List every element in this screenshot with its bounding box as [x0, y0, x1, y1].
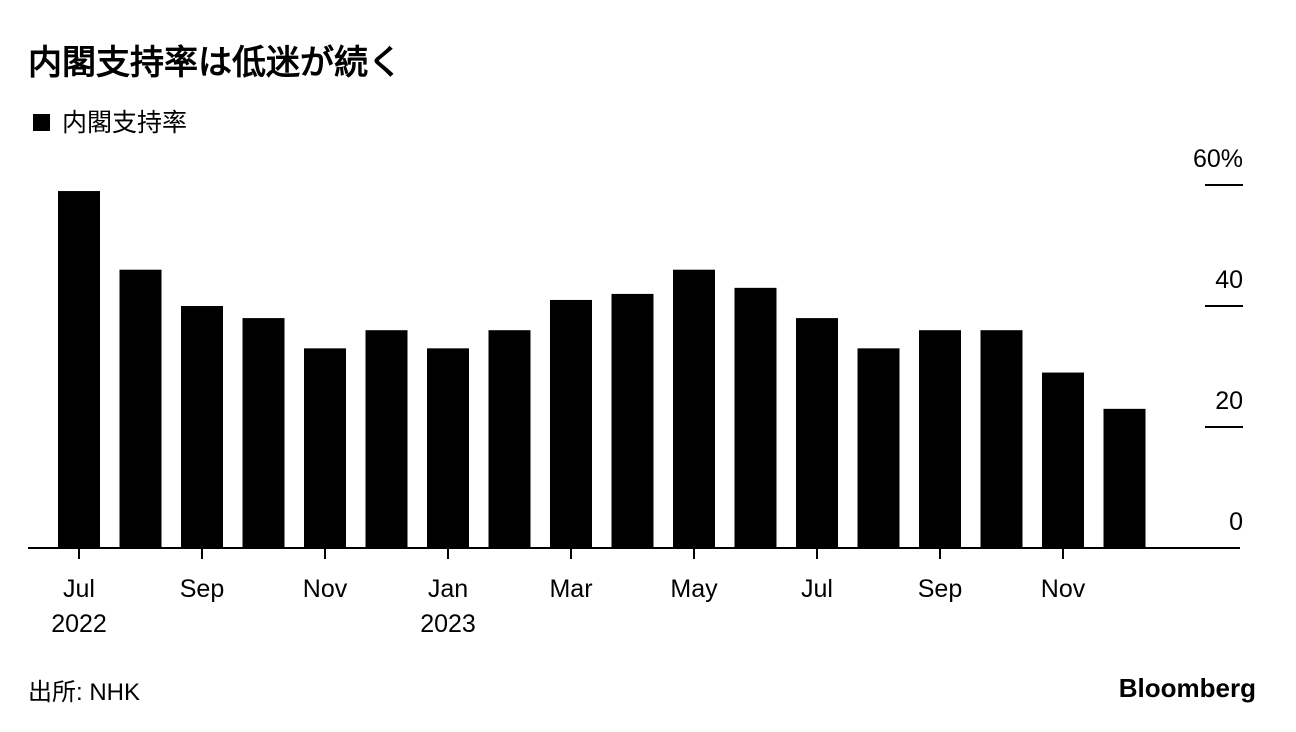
- chart-title: 内閣支持率は低迷が続く: [28, 44, 402, 82]
- bar: [488, 330, 531, 548]
- y-tick-label: 60%: [1193, 145, 1243, 173]
- source: 出所: NHK: [28, 679, 140, 706]
- y-tick-label: 0: [1229, 508, 1243, 536]
- legend-swatch: [33, 114, 50, 131]
- x-tick-label: Jan: [428, 575, 468, 603]
- bar: [919, 330, 961, 548]
- bar: [1103, 408, 1146, 548]
- y-tick-label: 40: [1215, 266, 1243, 294]
- bar: [673, 269, 715, 548]
- bar: [980, 330, 1023, 548]
- bar: [857, 348, 900, 548]
- bar: [304, 348, 346, 548]
- bar: [796, 318, 838, 548]
- bar: [734, 287, 777, 548]
- x-tick-label: Nov: [303, 575, 348, 603]
- x-year-label: 2023: [420, 610, 476, 638]
- x-tick-label: Jul: [63, 575, 95, 603]
- brand: Bloomberg: [1119, 673, 1256, 703]
- bar: [550, 299, 592, 548]
- x-tick-label: May: [670, 575, 718, 603]
- bar: [119, 269, 162, 548]
- bar: [611, 293, 654, 548]
- bar: [1042, 372, 1084, 548]
- x-tick-label: Sep: [180, 575, 224, 603]
- bar: [181, 306, 223, 548]
- legend-label: 内閣支持率: [62, 109, 187, 137]
- x-tick-label: Nov: [1041, 575, 1086, 603]
- y-tick-label: 20: [1215, 387, 1243, 415]
- x-tick-label: Mar: [549, 575, 592, 603]
- x-tick-label: Jul: [801, 575, 833, 603]
- x-year-label: 2022: [51, 610, 107, 638]
- bar: [242, 318, 285, 548]
- bar: [365, 330, 408, 548]
- bar: [58, 191, 100, 549]
- x-tick-label: Sep: [918, 575, 962, 603]
- bar: [427, 348, 469, 548]
